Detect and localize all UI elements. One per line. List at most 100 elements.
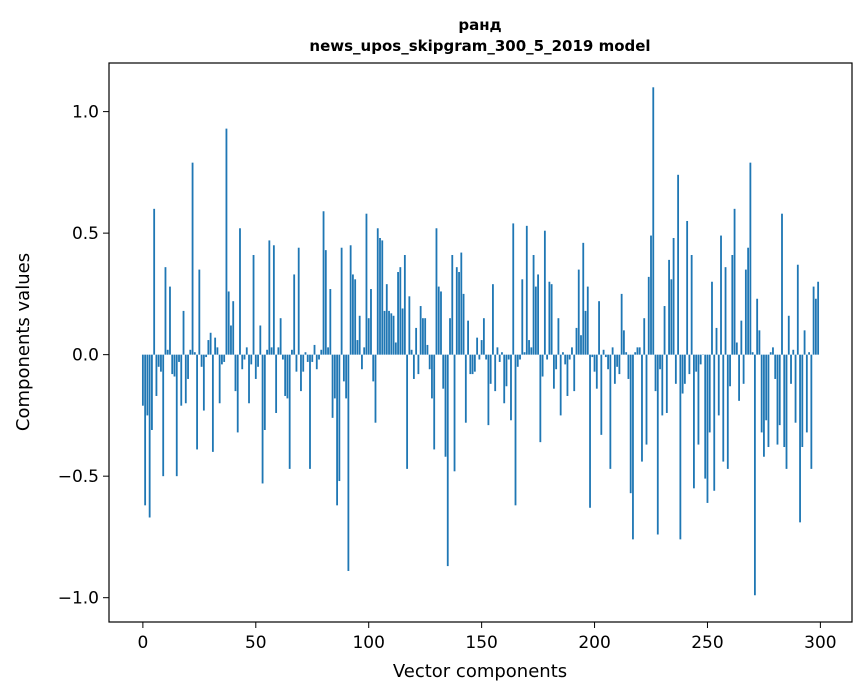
bar-285 (785, 354, 788, 469)
bar-212 (620, 293, 623, 355)
y-axis-label: Components values (13, 253, 34, 431)
bar-167 (519, 354, 521, 360)
bar-124 (422, 318, 424, 355)
bar-61 (279, 318, 282, 355)
bar-263 (735, 342, 738, 355)
bar-26 (200, 354, 203, 367)
bar-199 (591, 354, 594, 358)
bar-145 (469, 354, 472, 375)
bar-75 (311, 354, 314, 362)
y-tick-label-0: −1.0 (58, 589, 99, 609)
bar-2 (146, 354, 149, 416)
bar-204 (602, 349, 605, 355)
bar-180 (548, 281, 551, 355)
bar-57 (270, 347, 273, 355)
bar-50 (254, 354, 257, 379)
bar-158 (498, 354, 501, 362)
bar-138 (453, 354, 456, 472)
bar-60 (277, 347, 280, 355)
bar-22 (191, 162, 194, 355)
bar-247 (699, 354, 702, 365)
bar-58 (272, 245, 275, 355)
bar-77 (315, 354, 318, 370)
bar-132 (440, 291, 442, 355)
bar-279 (772, 347, 774, 355)
bar-280 (774, 354, 777, 379)
bar-151 (482, 318, 485, 355)
bar-255 (717, 354, 720, 416)
bar-222 (643, 318, 646, 355)
bar-257 (722, 354, 725, 462)
bar-48 (250, 354, 253, 365)
bar-161 (505, 354, 508, 387)
bar-283 (781, 213, 783, 355)
bar-232 (665, 354, 668, 413)
bar-131 (437, 286, 440, 355)
bar-193 (577, 269, 580, 355)
bar-185 (559, 354, 562, 416)
bar-93 (352, 274, 354, 355)
bar-78 (318, 354, 320, 360)
bar-194 (580, 335, 582, 355)
bar-103 (374, 354, 377, 423)
bar-203 (600, 354, 603, 435)
bar-270 (751, 352, 754, 355)
bar-64 (286, 354, 289, 399)
bar-134 (444, 354, 447, 457)
bar-140 (458, 272, 460, 355)
bar-144 (467, 320, 469, 355)
bar-117 (406, 354, 409, 469)
bar-282 (778, 354, 781, 426)
bar-198 (589, 354, 591, 508)
bar-162 (507, 354, 510, 360)
bar-29 (207, 340, 210, 355)
bar-46 (245, 347, 248, 355)
bar-168 (521, 279, 524, 355)
bar-25 (198, 269, 201, 355)
bar-219 (636, 347, 639, 355)
bar-213 (623, 330, 625, 355)
bar-107 (383, 310, 386, 355)
bar-183 (555, 354, 558, 370)
bar-173 (532, 255, 535, 355)
bar-8 (160, 354, 162, 372)
bar-181 (550, 284, 553, 355)
bar-47 (248, 354, 250, 404)
bar-15 (175, 354, 178, 477)
bar-87 (338, 354, 341, 482)
bar-1 (144, 354, 147, 506)
bar-274 (760, 354, 763, 433)
bar-258 (724, 267, 727, 355)
bar-176 (539, 354, 542, 443)
bar-218 (634, 352, 637, 355)
bar-51 (257, 354, 259, 367)
bar-239 (681, 354, 684, 394)
bar-250 (706, 354, 709, 503)
bar-94 (354, 279, 357, 355)
bar-141 (460, 252, 463, 355)
bar-197 (586, 286, 589, 355)
bar-38 (227, 291, 230, 355)
bar-210 (616, 354, 619, 367)
x-tick-label-2: 100 (352, 633, 384, 653)
bar-86 (336, 354, 338, 506)
bar-97 (361, 354, 363, 370)
bar-296 (810, 354, 813, 469)
bar-195 (582, 242, 585, 355)
bar-104 (376, 228, 379, 355)
bar-7 (157, 354, 160, 367)
bar-96 (358, 315, 361, 355)
bar-182 (552, 354, 555, 389)
bar-238 (679, 354, 682, 540)
bar-221 (641, 354, 643, 462)
bar-205 (604, 354, 607, 358)
y-axis-ticks: −1.0 −0.5 0.0 0.5 1.0 (58, 103, 109, 609)
bar-13 (171, 354, 174, 375)
bar-37 (225, 128, 228, 355)
bar-159 (501, 352, 503, 355)
bar-130 (435, 228, 438, 355)
bar-237 (677, 174, 680, 355)
bar-109 (388, 310, 390, 355)
bar-227 (654, 354, 657, 392)
bar-211 (618, 354, 621, 375)
